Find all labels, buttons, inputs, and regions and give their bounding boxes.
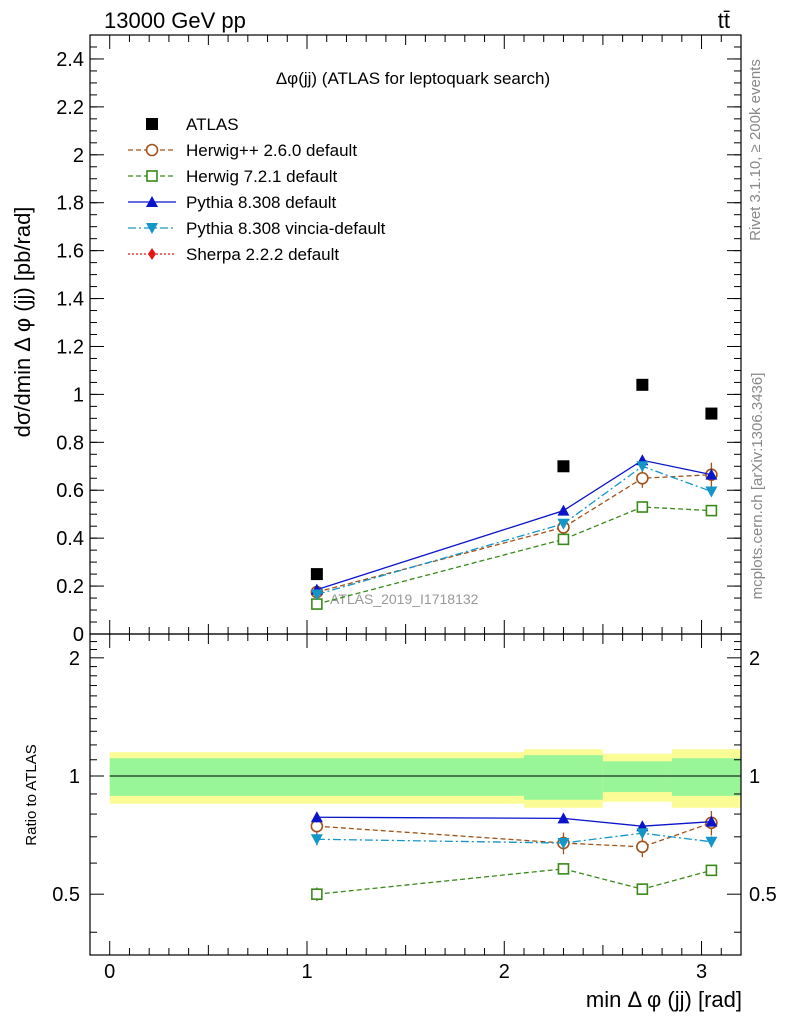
point-pythia [557,504,570,516]
process-label: tt̄ [718,8,730,33]
y-tick-label: 0.6 [56,480,84,502]
y-tick-label: 1.6 [56,241,84,263]
point-herwig7 [636,501,649,513]
band-inner-bin [602,761,672,793]
point-vincia [557,518,570,530]
ratio-point-herwig7 [311,888,323,900]
ratio-point-pythia [310,811,323,823]
legend-label-sherpa: Sherpa 2.2.2 default [186,245,339,264]
legend-marker-pythia [146,196,158,207]
ratio-y-axis-label: Ratio to ATLAS [23,744,40,845]
legend-marker-atlas [146,118,158,130]
ratio-tick-label: 1 [69,766,80,788]
legend-label-vincia: Pythia 8.308 vincia-default [186,219,386,238]
y-tick-label: 1.4 [56,289,84,311]
series-line-herwig7 [316,506,712,605]
point-vincia [310,589,323,601]
y-tick-label: 0 [73,624,84,646]
series-line-pythia [316,459,712,591]
ratio-tick-label: 2 [69,648,80,670]
x-tick-label: 2 [499,961,510,983]
ratio-tick-label-right: 2 [749,648,760,670]
series-layer [310,378,718,610]
point-herwigpp [636,471,649,485]
y-tick-label: 1.8 [56,193,84,215]
ratio-point-vincia [557,838,570,850]
data-point-atlas [705,407,718,420]
mcplots-label: mcplots.cern.ch [arXiv:1306.3436] [749,373,766,600]
legend-marker-herwigpp [145,143,159,157]
data-point-atlas [310,568,323,581]
series-line-vincia [316,465,712,596]
y-tick-label: 0.4 [56,528,84,550]
ratio-point-vincia [705,836,718,848]
y-tick-label: 0.8 [56,432,84,454]
band-inner-bin [109,758,525,796]
rivet-label: Rivet 3.1.10, ≥ 200k events [747,59,764,241]
ratio-tick-label-right: 1 [749,766,760,788]
data-point-atlas [557,460,570,473]
legend-label-herwigpp: Herwig++ 2.6.0 default [186,141,357,160]
ratio-series-layer [310,811,718,902]
legend-marker-sherpa [148,248,156,260]
ratio-point-herwig7 [705,864,718,877]
y-tick-label: 1 [73,384,84,406]
beam-label: 13000 GeV pp [104,8,246,33]
legend-label-herwig7: Herwig 7.2.1 default [186,167,337,186]
ratio-tick-label: 0.5 [52,884,80,906]
legend-label-atlas: ATLAS [186,115,239,134]
ratio-line-herwigpp [316,822,712,848]
point-herwig7 [705,504,718,517]
x-axis-label: min Δ φ (jj) [rad] [586,987,742,1012]
ratio-frame [89,633,742,956]
series-line-herwigpp [316,474,712,593]
ratio-line-herwig7 [316,868,712,895]
y-axis-label: dσ/dmin Δ φ (jj) [pb/rad] [10,207,35,438]
point-herwig7 [557,533,570,546]
ratio-tick-label-right: 0.5 [749,884,777,906]
uncertainty-band [109,749,741,808]
y-tick-label: 1.2 [56,336,84,358]
ratio-point-herwig7 [557,863,570,875]
band-inner-bin [524,755,603,800]
point-herwig7 [311,598,323,610]
legend-marker-vincia [146,223,158,234]
point-pythia [705,468,718,480]
data-point-atlas [636,378,649,391]
x-tick-label: 1 [301,961,312,983]
ratio-point-herwig7 [636,883,649,895]
ratio-line-vincia [316,832,712,844]
y-tick-label: 2.4 [56,49,84,71]
band-inner-bin [671,758,741,796]
ratio-point-herwigpp [636,840,649,854]
ratio-point-vincia [636,828,649,840]
ratio-point-vincia [310,834,323,846]
y-tick-label: 2 [73,145,84,167]
y-tick-label: 0.2 [56,576,84,598]
x-tick-label: 3 [696,961,707,983]
axes: 0 0.2 0.4 0.6 0.8 1 1.2 1.4 1.6 1.8 2 2.2 2.4 0 1 2 3 0.5… [52,34,777,983]
ratio-point-pythia [557,812,570,824]
chart-title: Δφ(jj) (ATLAS for leptoquark search) [276,69,550,88]
point-vincia [636,461,649,473]
legend-label-pythia: Pythia 8.308 default [186,193,337,212]
ratio-point-pythia [705,815,718,827]
x-tick-label: 0 [104,961,115,983]
point-vincia [705,486,718,498]
y-tick-label: 2.2 [56,97,84,119]
legend-marker-herwig7 [146,170,158,182]
analysis-label: ATLAS_2019_I1718132 [330,591,479,607]
ratio-line-pythia [316,816,712,827]
legend: ATLAS Herwig++ 2.6.0 default Herwig 7.2.1 … [128,115,386,264]
